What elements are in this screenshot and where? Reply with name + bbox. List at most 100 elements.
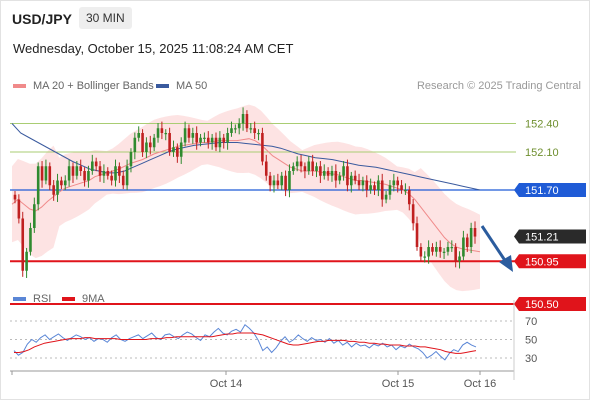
candle [141,129,144,157]
candle [388,180,392,200]
candle-body [33,204,36,228]
candle [392,173,396,192]
candle [377,175,380,197]
candle-body [214,137,218,148]
candle-body [284,175,287,190]
candle-body [79,166,83,171]
candle-body [361,180,365,186]
candle [350,171,353,193]
candle [257,129,260,141]
candle [264,154,268,181]
price-tag-text: 150.95 [525,256,559,268]
x-tick-label: Oct 15 [382,378,414,390]
candle-body [87,171,90,181]
candle-body [83,171,86,181]
candle-body [288,171,291,190]
candle-body [261,133,264,162]
candle-body [388,185,392,195]
candle [234,124,237,134]
candle-body [450,247,454,249]
candle [172,140,175,157]
candle [384,190,388,204]
candle-body [311,161,314,171]
candle [36,162,40,211]
candle-body [230,128,233,133]
candle [280,171,284,191]
candle [48,162,52,191]
candle-body [423,256,427,258]
datetime-label: Wednesday, October 15, 2025 11:08:24 AM … [13,41,294,56]
candle [322,164,326,180]
candle-body [29,228,32,252]
candle [334,164,338,188]
x-tick-label: Oct 14 [210,378,242,390]
price-tag-151-21: 151.21 [514,229,586,244]
candle-body [264,161,268,176]
candle [450,240,454,252]
candle [195,126,198,150]
candle [60,176,63,190]
candle [98,161,102,182]
candle [261,127,264,166]
price-tag-150-50: 150.50 [514,297,586,311]
candle-body [431,247,434,252]
candle [295,156,299,172]
timeframe-badge[interactable]: 30 MIN [79,7,132,29]
candle-body [152,137,156,148]
ma9-legend-label: 9MA [82,293,105,305]
candle [315,162,318,178]
candle [284,170,287,197]
candle-body [469,228,473,247]
candle-body [268,175,272,186]
candle-body [245,114,249,129]
candle [396,176,399,193]
candle [353,170,357,185]
candle-body [241,114,245,124]
candle-body [462,237,465,257]
price-tag-151-70: 151.70 [514,183,586,197]
candle [106,167,110,180]
candle [473,221,477,244]
candle [299,154,303,173]
candle-body [176,147,179,157]
price-tag-box [514,183,586,197]
candle [230,121,233,137]
candle-body [446,247,450,252]
candle [160,121,164,140]
candle [87,165,90,188]
candle [249,123,253,134]
candle [288,164,291,198]
candle-body [137,133,140,138]
candle-body [36,166,40,205]
candle-body [148,142,152,148]
candle [40,161,44,188]
candle-body [56,180,59,195]
candle-body [203,137,206,139]
candle-body [17,199,21,219]
candle-body [106,171,110,176]
candle-body [299,161,303,167]
candle [431,243,434,256]
candles [13,107,477,278]
candle-body [98,166,102,176]
candle [102,164,106,183]
candle-body [357,180,361,186]
candle-body [67,166,71,181]
candle [29,222,32,256]
candle-body [442,251,446,253]
ma50-swatch [156,84,169,88]
candle-body [400,185,403,190]
candle-body [121,175,125,186]
candle [94,157,98,172]
candle-body [342,166,345,176]
candle [63,175,67,191]
candle-body [353,175,357,181]
ma50-line [11,123,481,191]
candle [75,161,79,180]
candle-body [373,185,376,190]
candle [222,133,226,149]
candle [168,127,171,156]
price-tag-text: 151.70 [525,185,559,197]
candle [206,131,210,149]
candle [427,240,430,264]
